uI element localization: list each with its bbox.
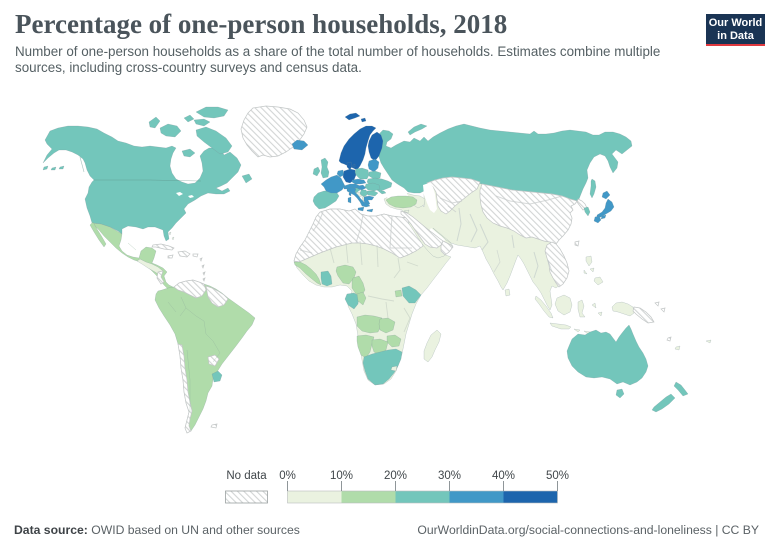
svg-text:No data: No data (226, 470, 267, 482)
svg-text:40%: 40% (492, 470, 515, 482)
svg-text:10%: 10% (330, 470, 353, 482)
svg-text:30%: 30% (438, 470, 461, 482)
svg-text:0%: 0% (279, 470, 296, 482)
svg-text:50%: 50% (546, 470, 569, 482)
svg-text:20%: 20% (384, 470, 407, 482)
